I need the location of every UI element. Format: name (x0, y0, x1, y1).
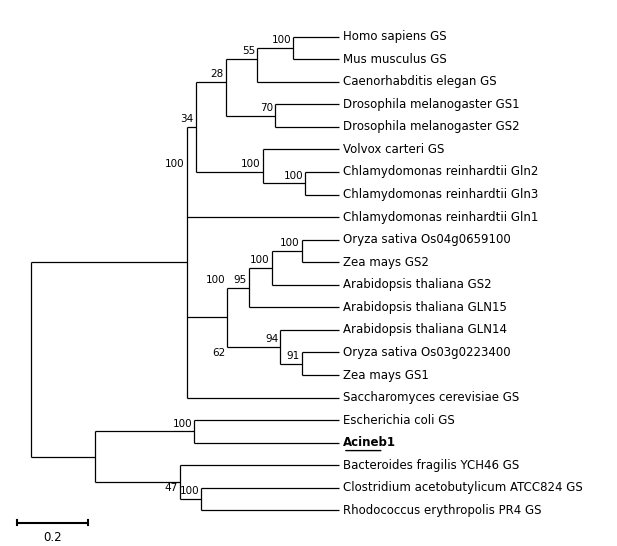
Text: Oryza sativa Os03g0223400: Oryza sativa Os03g0223400 (343, 346, 511, 359)
Text: Caenorhabditis elegan GS: Caenorhabditis elegan GS (343, 75, 497, 88)
Text: Escherichia coli GS: Escherichia coli GS (343, 414, 455, 426)
Text: Chlamydomonas reinhardtii Gln3: Chlamydomonas reinhardtii Gln3 (343, 188, 538, 201)
Text: 100: 100 (165, 159, 185, 169)
Text: Oryza sativa Os04g0659100: Oryza sativa Os04g0659100 (343, 233, 511, 246)
Text: Drosophila melanogaster GS1: Drosophila melanogaster GS1 (343, 98, 520, 111)
Text: Arabidopsis thaliana GS2: Arabidopsis thaliana GS2 (343, 278, 492, 291)
Text: Zea mays GS1: Zea mays GS1 (343, 369, 429, 382)
Text: 55: 55 (242, 46, 255, 56)
Text: 28: 28 (210, 69, 224, 79)
Text: Arabidopsis thaliana GLN14: Arabidopsis thaliana GLN14 (343, 323, 507, 336)
Text: 100: 100 (250, 255, 270, 265)
Text: Chlamydomonas reinhardtii Gln2: Chlamydomonas reinhardtii Gln2 (343, 165, 539, 179)
Text: Volvox carteri GS: Volvox carteri GS (343, 143, 444, 156)
Text: Zea mays GS2: Zea mays GS2 (343, 256, 429, 269)
Text: Clostridium acetobutylicum ATCC824 GS: Clostridium acetobutylicum ATCC824 GS (343, 482, 582, 494)
Text: Mus musculus GS: Mus musculus GS (343, 52, 447, 66)
Text: Homo sapiens GS: Homo sapiens GS (343, 30, 447, 43)
Text: 70: 70 (260, 103, 273, 113)
Text: Chlamydomonas reinhardtii Gln1: Chlamydomonas reinhardtii Gln1 (343, 211, 539, 224)
Text: 0.2: 0.2 (43, 531, 62, 544)
Text: Bacteroides fragilis YCH46 GS: Bacteroides fragilis YCH46 GS (343, 459, 520, 472)
Text: 100: 100 (172, 419, 192, 429)
Text: Arabidopsis thaliana GLN15: Arabidopsis thaliana GLN15 (343, 301, 507, 314)
Text: 94: 94 (265, 334, 279, 344)
Text: Drosophila melanogaster GS2: Drosophila melanogaster GS2 (343, 120, 520, 133)
Text: 95: 95 (233, 275, 247, 285)
Text: 62: 62 (212, 348, 226, 358)
Text: 91: 91 (286, 351, 300, 361)
Text: 100: 100 (284, 170, 304, 181)
Text: Saccharomyces cerevisiae GS: Saccharomyces cerevisiae GS (343, 391, 520, 404)
Text: 100: 100 (241, 159, 261, 169)
Text: 100: 100 (280, 238, 300, 248)
Text: 100: 100 (206, 275, 226, 285)
Text: 100: 100 (180, 486, 199, 496)
Text: Rhodococcus erythropolis PR4 GS: Rhodococcus erythropolis PR4 GS (343, 504, 542, 517)
Text: 47: 47 (165, 483, 178, 493)
Text: 34: 34 (181, 114, 194, 124)
Text: 100: 100 (271, 35, 291, 45)
Text: Acineb1: Acineb1 (343, 436, 396, 449)
